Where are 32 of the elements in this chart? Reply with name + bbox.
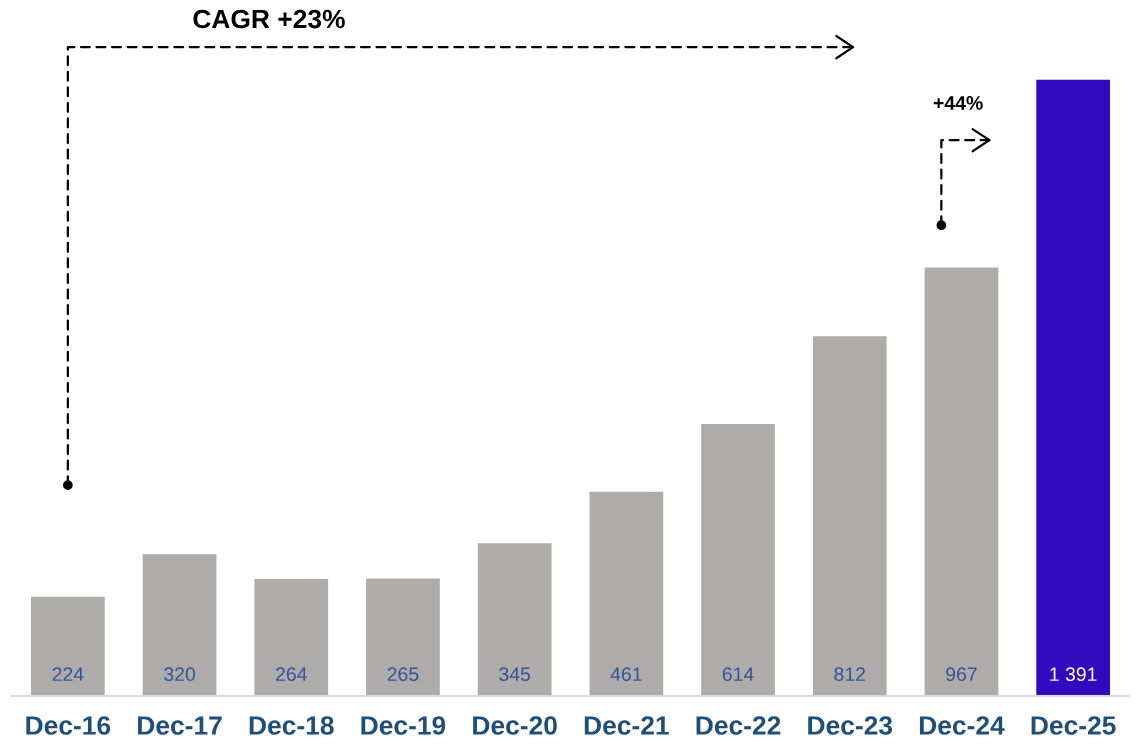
x-tick-label: Dec-18 (249, 716, 334, 735)
bar (701, 423, 775, 696)
bar (1036, 79, 1111, 696)
data-label: 345 (499, 667, 531, 682)
x-tick-label: Dec-19 (361, 716, 446, 735)
data-label: 264 (276, 667, 307, 682)
x-tick-label: Dec-24 (919, 716, 1005, 735)
x-tick-label: Dec-23 (808, 716, 893, 735)
x-tick-label: Dec-22 (696, 716, 781, 735)
x-tick-label: Dec-16 (26, 716, 111, 735)
bar (30, 596, 105, 696)
x-tick-label: Dec-20 (473, 716, 557, 735)
data-label: 614 (722, 667, 754, 682)
data-label: 320 (164, 667, 196, 682)
annotation: CAGR +23% (193, 9, 345, 29)
bar (589, 491, 664, 696)
data-label: 1 391 (1050, 667, 1097, 682)
annotation: +44% (933, 96, 983, 110)
data-label: 967 (946, 667, 977, 682)
data-label: 265 (387, 667, 419, 682)
bar (924, 267, 999, 696)
data-label: 224 (52, 667, 84, 681)
bar (477, 543, 552, 696)
bar (812, 336, 887, 696)
data-label: 461 (610, 667, 642, 682)
x-tick-label: Dec-21 (584, 716, 669, 735)
bar (142, 554, 217, 696)
bar (254, 579, 329, 696)
bar (366, 578, 440, 696)
data-label: 812 (834, 667, 865, 682)
x-tick-label: Dec-17 (138, 716, 222, 735)
x-tick-label: Dec-25 (1031, 716, 1116, 735)
